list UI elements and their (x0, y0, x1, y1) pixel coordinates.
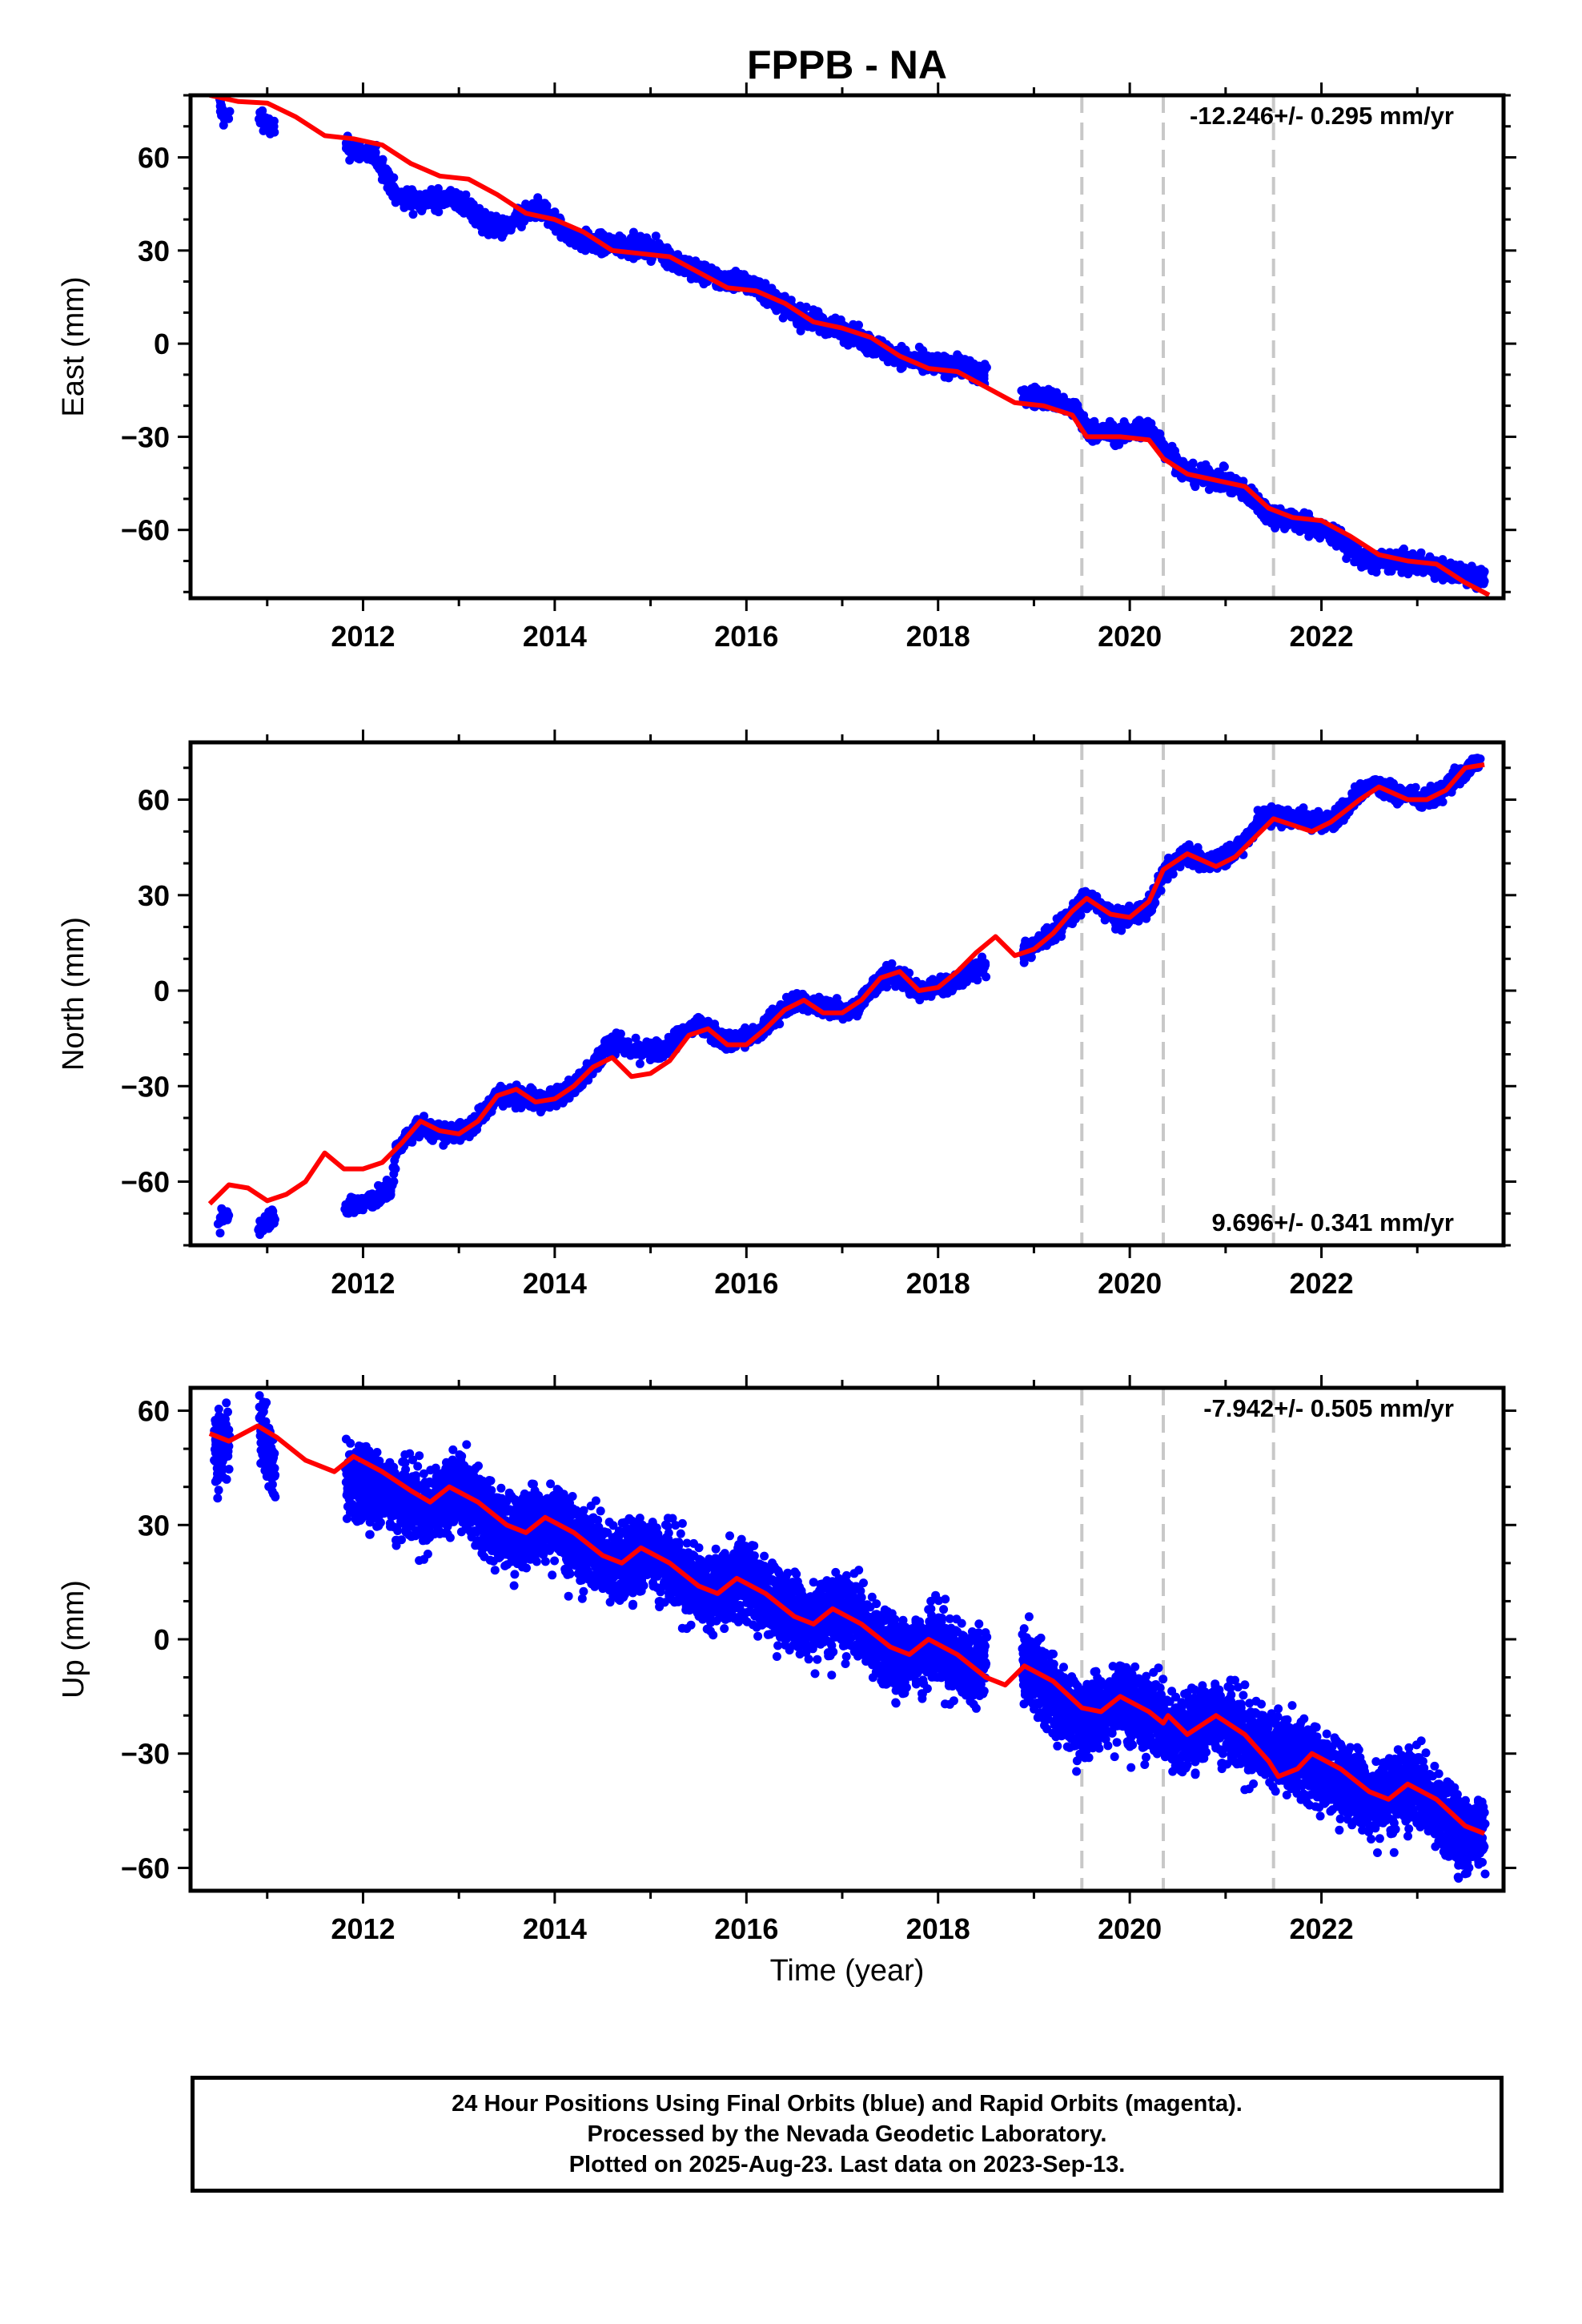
x-tick-label: 2012 (331, 620, 395, 653)
y-tick-label: 60 (138, 142, 170, 175)
data-point (542, 201, 552, 211)
data-point (386, 1191, 395, 1200)
data-point (1479, 569, 1488, 578)
data-point (1416, 548, 1426, 557)
panel-east: 2012 2014 2016 2018 2020 2022 −60 −30 0 30 60 East … (57, 82, 1516, 653)
data-point (408, 210, 418, 219)
data-point (1480, 577, 1489, 586)
data-point (1387, 566, 1396, 576)
data-point (1188, 458, 1198, 468)
y-tick-label: −30 (121, 420, 170, 453)
data-point (223, 113, 231, 123)
data-point (389, 1176, 399, 1186)
x-tick-label: 2020 (1098, 620, 1162, 653)
model-line-east (209, 95, 1491, 597)
data-point (982, 363, 991, 372)
panel-north: 2012 2014 2016 2018 2020 2022−60−3003060North… (57, 730, 1516, 1300)
data-point (433, 183, 443, 193)
data-point (1162, 875, 1172, 884)
data-point (1026, 952, 1036, 962)
data-point (854, 320, 863, 330)
data-point (1052, 388, 1062, 397)
data-point (1399, 544, 1408, 553)
data-point (1019, 958, 1029, 967)
data-point (801, 302, 811, 312)
data-point (973, 975, 982, 985)
figure-title: FPPB - NA (747, 42, 947, 87)
data-point (270, 127, 279, 137)
data-point (223, 1208, 232, 1217)
y-tick-label: 30 (138, 235, 170, 267)
data-point (651, 231, 661, 241)
y-tick-label: −60 (121, 514, 170, 547)
data-point (215, 1228, 225, 1238)
y-axis-label-east: East (mm) (57, 276, 90, 416)
data-point (391, 1164, 400, 1174)
x-tick-label: 2014 (523, 620, 587, 653)
data-point (1076, 911, 1086, 920)
data-point (882, 983, 892, 992)
data-point (775, 1019, 785, 1029)
data-point (269, 1212, 279, 1221)
x-tick-label: 2016 (714, 620, 778, 653)
data-point (616, 1029, 625, 1039)
x-tick-label: 2018 (906, 620, 970, 653)
data-point (887, 959, 897, 968)
data-point (269, 1219, 279, 1228)
data-point (981, 960, 990, 970)
x-tick-label: 2022 (1290, 620, 1354, 653)
data-point (982, 972, 991, 982)
data-point (225, 107, 235, 116)
data-point (378, 155, 387, 164)
y-tick-label: 0 (154, 328, 170, 360)
plot-frame-east (188, 93, 1506, 601)
data-point (905, 968, 914, 978)
rate-label-east: -12.246+/- 0.295 mm/yr (1190, 102, 1454, 130)
data-point (1156, 886, 1166, 895)
data-point (635, 1059, 644, 1068)
data-point (1219, 461, 1228, 471)
data-point (434, 207, 444, 217)
data-point (1057, 931, 1066, 941)
data-point (389, 173, 399, 183)
